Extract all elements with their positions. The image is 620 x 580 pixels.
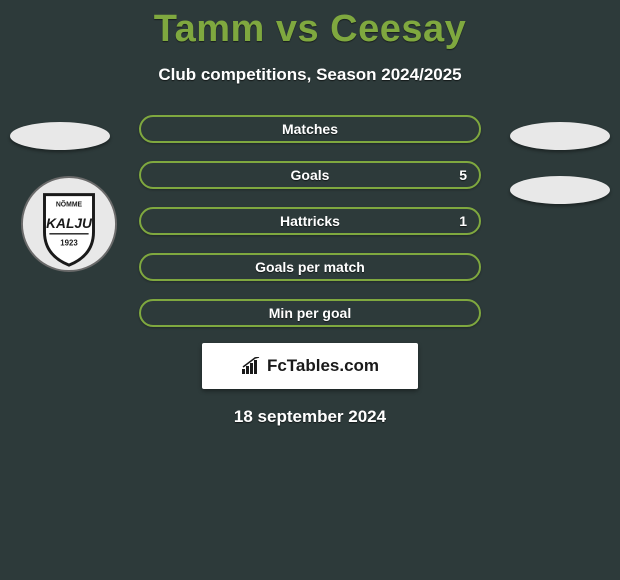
page-title: Tamm vs Ceesay <box>0 0 620 51</box>
stat-label: Goals <box>291 167 330 183</box>
stat-label: Hattricks <box>280 213 340 229</box>
stat-right-value: 1 <box>459 213 467 229</box>
date-text: 18 september 2024 <box>0 407 620 427</box>
attribution-text: FcTables.com <box>267 356 379 376</box>
badge-top-text: NÕMME <box>56 199 83 208</box>
club-badge: NÕMME KALJU 1923 <box>20 175 118 273</box>
stat-row-goals-per-match: Goals per match <box>139 253 481 281</box>
stat-label: Min per goal <box>269 305 351 321</box>
attribution-badge[interactable]: FcTables.com <box>202 343 418 389</box>
chart-icon <box>241 357 263 375</box>
stat-row-matches: Matches <box>139 115 481 143</box>
badge-year: 1923 <box>60 239 78 248</box>
stat-label: Matches <box>282 121 338 137</box>
player-right-placeholder-2 <box>510 176 610 204</box>
stat-right-value: 5 <box>459 167 467 183</box>
player-left-placeholder <box>10 122 110 150</box>
player-right-placeholder-1 <box>510 122 610 150</box>
stat-row-min-per-goal: Min per goal <box>139 299 481 327</box>
stat-label: Goals per match <box>255 259 365 275</box>
stat-row-hattricks: Hattricks 1 <box>139 207 481 235</box>
subtitle: Club competitions, Season 2024/2025 <box>0 65 620 85</box>
stat-row-goals: Goals 5 <box>139 161 481 189</box>
badge-main-text: KALJU <box>46 216 93 231</box>
stats-container: Matches Goals 5 Hattricks 1 Goals per ma… <box>139 115 481 327</box>
